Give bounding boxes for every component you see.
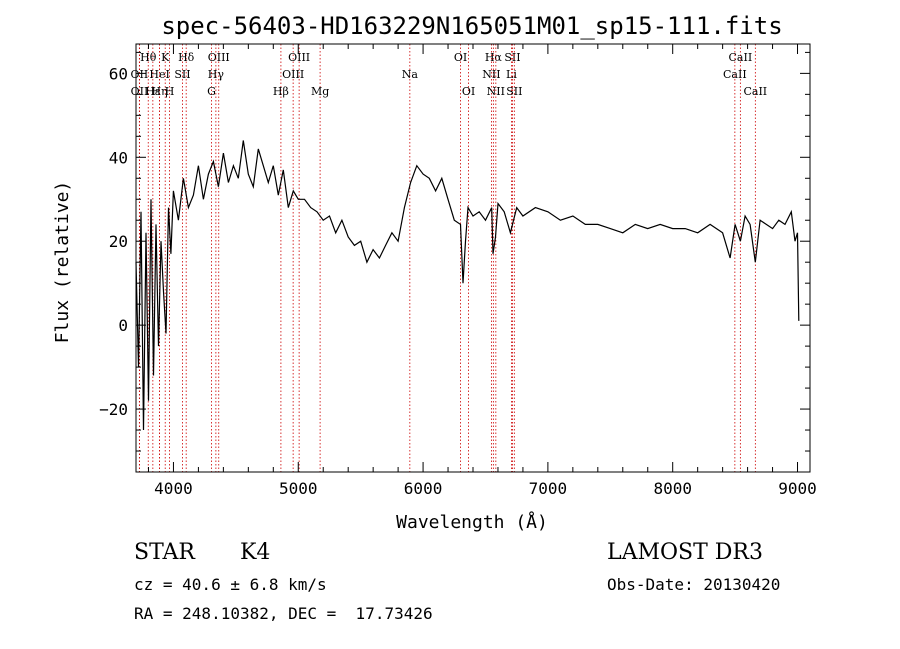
line-marker-label-11: Hγ: [208, 68, 225, 81]
x-tick-label-9000: 9000: [778, 479, 817, 498]
line-marker-label-27: CaII: [723, 68, 747, 81]
line-marker-label-8: H: [165, 85, 175, 98]
line-marker-label-10: OIII: [208, 51, 230, 64]
y-tick-label-20: 20: [109, 232, 128, 251]
redshift-cz: cz = 40.6 ± 6.8 km/s: [134, 575, 327, 594]
line-marker-label-1: OII: [131, 68, 149, 81]
line-marker-label-21: NII: [482, 68, 500, 81]
chart-title: spec-56403-HD163229N165051M01_sp15-111.f…: [161, 12, 782, 40]
y-tick-label-60: 60: [109, 64, 128, 83]
plot-frame: [135, 43, 811, 473]
line-marker-label-18: OI: [454, 51, 467, 64]
line-marker-label-3: Hε: [145, 85, 161, 98]
line-marker-label-5: Hη: [151, 85, 167, 98]
x-tick-label-5000: 5000: [279, 479, 318, 498]
line-marker-label-0: Hθ: [140, 51, 157, 64]
spectral-subclass: K4: [240, 540, 271, 565]
obs-date: Obs-Date: 20130420: [607, 575, 781, 594]
line-marker-label-2: OII: [131, 85, 149, 98]
line-marker-label-15: OIII: [282, 68, 304, 81]
line-marker-label-7: SII: [174, 68, 190, 81]
line-marker-label-28: CaII: [743, 85, 767, 98]
y-tick-label-0: 0: [118, 316, 128, 335]
coordinates: RA = 248.10382, DEC = 17.73426: [134, 604, 433, 623]
line-marker-label-26: CaII: [729, 51, 753, 64]
spectrum-line: [135, 140, 800, 431]
x-axis: 4000 5000 6000 7000 8000 9000: [147, 44, 817, 498]
line-marker-label-12: G: [207, 85, 216, 98]
line-marker-label-9: Hδ: [178, 51, 195, 64]
line-marker-label-20: Hα: [485, 51, 503, 64]
line-marker-label-19: OI: [462, 85, 475, 98]
y-tick-label-40: 40: [109, 148, 128, 167]
y-axis: −20 0 20 40 60: [99, 51, 810, 452]
line-marker-label-13: Hβ: [273, 85, 289, 98]
x-axis-label: Wavelength (Å): [396, 511, 548, 533]
x-tick-label-4000: 4000: [154, 479, 193, 498]
line-marker-label-22: NII: [487, 85, 505, 98]
y-tick-label--20: −20: [99, 400, 128, 419]
line-marker-label-23: SII: [504, 51, 520, 64]
line-marker-label-4: HeI: [149, 68, 169, 81]
line-marker-label-24: Li: [506, 68, 517, 81]
line-marker-label-16: Mg: [311, 85, 329, 98]
line-marker-label-25: SII: [506, 85, 522, 98]
object-type: STAR: [134, 540, 195, 565]
x-tick-label-7000: 7000: [529, 479, 568, 498]
y-axis-label: Flux (relative): [52, 181, 73, 344]
survey-name: LAMOST DR3: [607, 540, 763, 565]
line-marker-label-6: K: [161, 51, 170, 64]
x-tick-label-6000: 6000: [404, 479, 443, 498]
x-tick-label-8000: 8000: [653, 479, 692, 498]
line-marker-label-14: OIII: [288, 51, 310, 64]
line-marker-label-17: Na: [402, 68, 419, 81]
